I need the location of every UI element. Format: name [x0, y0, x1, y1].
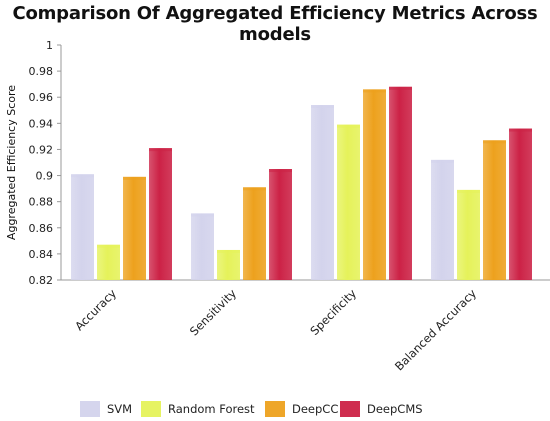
bar-top-highlight: [509, 128, 532, 132]
bar-top-highlight: [389, 86, 412, 90]
bar-top-highlight: [311, 105, 334, 109]
chart-title: Comparison Of Aggregated Efficiency Metr…: [12, 3, 538, 45]
bar-top-highlight: [149, 148, 172, 152]
bar-svm-specificity: [311, 105, 334, 280]
y-tick-label: 0.86: [29, 222, 54, 235]
bar-deepcc-sensitivity: [243, 187, 266, 280]
bar-deepcc-accuracy: [123, 176, 146, 280]
bar-top-highlight: [363, 89, 386, 93]
category-labels: Accuracy Sensitivity Specificity Balanced A…: [72, 286, 479, 373]
legend-swatch: [80, 401, 100, 417]
bar-top-highlight: [457, 189, 480, 193]
y-tick-label: 0.92: [29, 143, 54, 156]
legend-label: SVM: [107, 402, 132, 416]
bar-deepcc-balanced-accuracy: [483, 140, 506, 280]
bar-top-highlight: [191, 213, 214, 217]
y-tick-label: 0.96: [29, 91, 54, 104]
x-category-label: Balanced Accuracy: [392, 286, 479, 373]
legend-label: DeepCMS: [367, 402, 423, 416]
bar-deepcc-specificity: [363, 89, 386, 280]
bar-top-highlight: [71, 174, 94, 178]
bar-top-highlight: [431, 159, 454, 163]
y-axis-title: Aggregated Efficiency Score: [5, 85, 18, 240]
legend-swatch: [340, 401, 360, 417]
bar-random-forest-balanced-accuracy: [457, 189, 480, 280]
x-category-label: Specificity: [307, 286, 359, 338]
bar-top-highlight: [483, 140, 506, 144]
x-category-label: Sensitivity: [187, 286, 239, 338]
bar-svm-accuracy: [71, 174, 94, 280]
legend: SVM Random Forest DeepCC DeepCMS: [80, 401, 423, 417]
bars: [71, 86, 532, 281]
legend-label: Random Forest: [168, 402, 255, 416]
legend-swatch: [265, 401, 285, 417]
y-tick-label: 0.9: [36, 170, 54, 183]
bar-random-forest-sensitivity: [217, 249, 240, 280]
y-tick-label: 1: [46, 39, 53, 52]
y-tick-label: 0.84: [29, 248, 54, 261]
y-axis-ticks: 0.82 0.84 0.86 0.88 0.9 0.92 0.94 0.96 0.98 1: [29, 39, 61, 287]
y-tick-label: 0.88: [29, 196, 54, 209]
bar-top-highlight: [123, 176, 146, 180]
y-tick-label: 0.98: [29, 65, 54, 78]
x-category-label: Accuracy: [72, 286, 119, 333]
bar-top-highlight: [269, 169, 292, 173]
bar-random-forest-accuracy: [97, 244, 120, 280]
bar-top-highlight: [217, 249, 240, 253]
bar-svm-balanced-accuracy: [431, 159, 454, 280]
bar-top-highlight: [243, 187, 266, 191]
y-tick-label: 0.82: [29, 274, 54, 287]
bar-random-forest-specificity: [337, 124, 360, 280]
legend-label: DeepCC: [292, 402, 338, 416]
y-tick-label: 0.94: [29, 117, 54, 130]
legend-swatch: [141, 401, 161, 417]
bar-top-highlight: [97, 244, 120, 248]
bar-deepcms-balanced-accuracy: [509, 128, 532, 280]
bar-deepcms-accuracy: [149, 148, 172, 280]
bar-deepcms-specificity: [389, 86, 412, 281]
bar-deepcms-sensitivity: [269, 169, 292, 280]
bar-top-highlight: [337, 124, 360, 128]
bar-svm-sensitivity: [191, 213, 214, 280]
